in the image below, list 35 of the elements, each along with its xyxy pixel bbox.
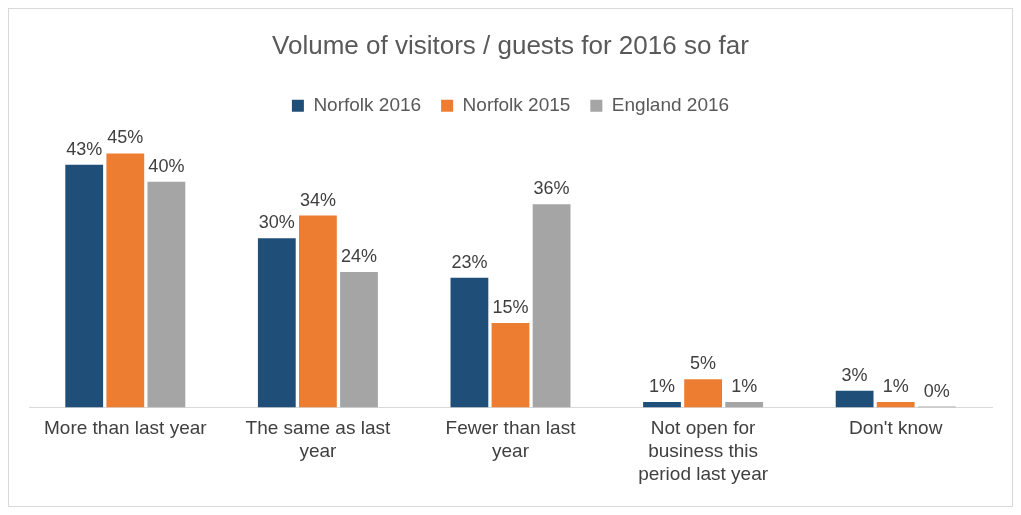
legend-label: Norfolk 2016	[313, 93, 422, 115]
data-label: 1%	[731, 375, 758, 396]
bar	[835, 390, 874, 408]
bar	[106, 153, 145, 408]
data-label: 15%	[492, 296, 529, 317]
data-label: 36%	[533, 178, 570, 199]
chart-title: Volume of visitors / guests for 2016 so far	[272, 29, 750, 60]
bar	[147, 181, 186, 408]
bar	[491, 322, 530, 408]
data-label: 0%	[923, 380, 950, 401]
data-label: 5%	[690, 353, 717, 374]
bar	[299, 215, 337, 408]
legend-label: Norfolk 2015	[462, 93, 571, 115]
data-label: 1%	[882, 375, 909, 396]
data-label: 43%	[66, 138, 103, 159]
bar	[684, 379, 722, 408]
data-label: 3%	[841, 364, 868, 385]
x-tick-label: More than last year	[43, 417, 208, 439]
data-label: 40%	[148, 155, 185, 176]
data-label: 24%	[340, 246, 377, 267]
data-label: 23%	[451, 251, 488, 272]
x-tick-label: Fewer than last year	[445, 417, 577, 462]
x-tick-label: Not open for business this period last year	[638, 417, 769, 484]
data-label: 34%	[299, 189, 336, 210]
data-label: 30%	[258, 212, 295, 233]
bar	[532, 204, 571, 408]
x-tick-label: The same as last year	[245, 417, 391, 462]
bar	[257, 238, 296, 408]
data-label: 1%	[649, 375, 676, 396]
legend-label: England 2016	[611, 93, 730, 115]
bar	[450, 277, 489, 408]
bar	[340, 272, 378, 408]
data-label: 45%	[107, 127, 144, 148]
bar	[65, 164, 104, 408]
x-tick-label: Don't know	[849, 417, 943, 439]
